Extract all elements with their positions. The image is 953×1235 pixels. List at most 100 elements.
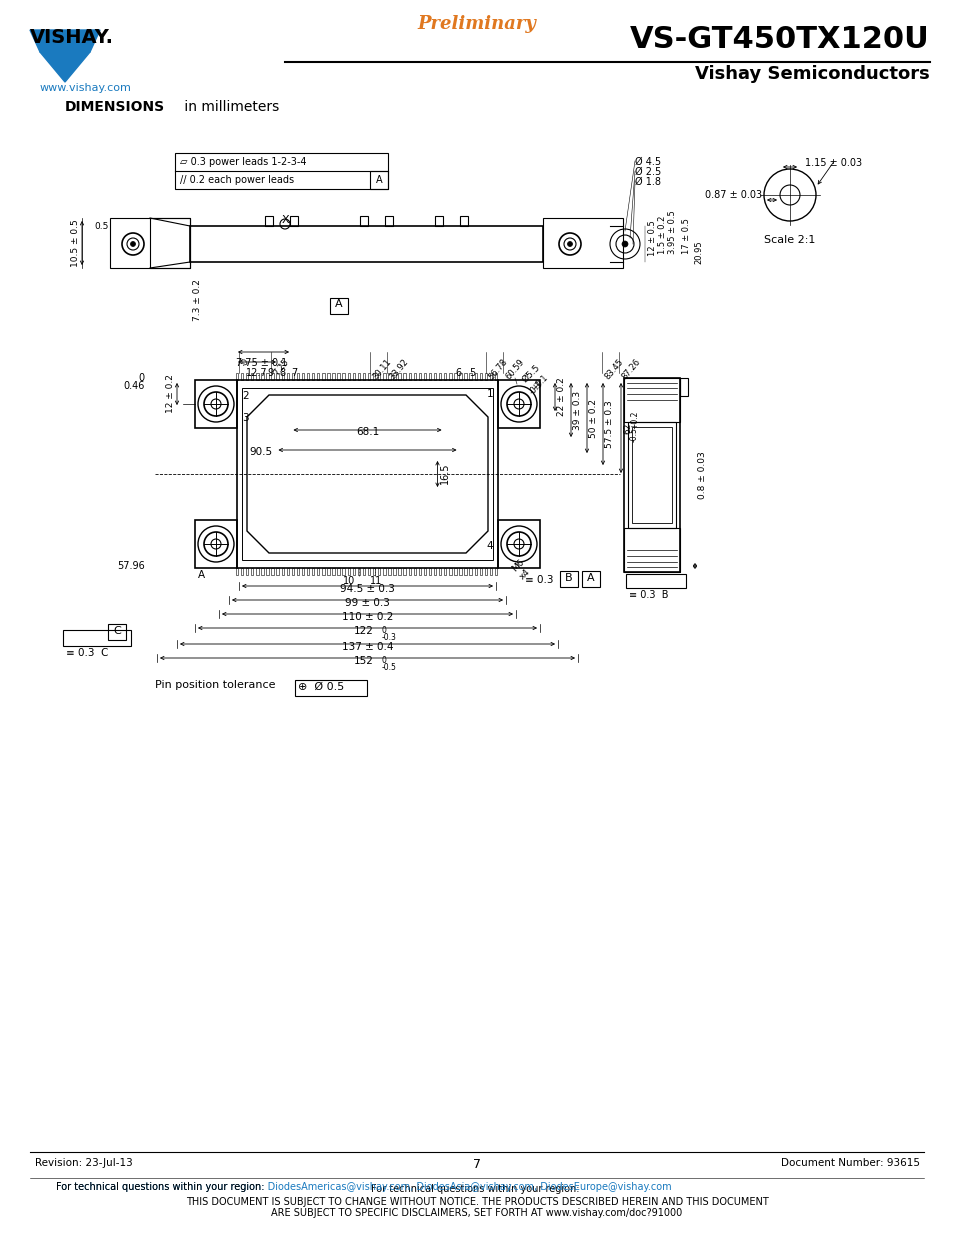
Text: 152: 152 (354, 656, 373, 666)
Bar (292, 568, 294, 576)
Bar (332, 373, 335, 380)
Text: For technical questions within your region:: For technical questions within your regi… (55, 1182, 267, 1192)
Bar (423, 568, 426, 576)
Bar (398, 568, 400, 576)
Bar (276, 568, 278, 576)
Bar (398, 373, 400, 380)
Text: Document Number: 93615: Document Number: 93615 (781, 1158, 919, 1168)
Bar (418, 373, 420, 380)
Bar (261, 568, 263, 576)
Bar (388, 373, 390, 380)
Bar (301, 568, 304, 576)
Bar (330, 298, 348, 314)
Bar (377, 568, 380, 576)
Bar (489, 568, 492, 576)
Text: in millimeters: in millimeters (180, 100, 279, 114)
Text: 110 ± 0.2: 110 ± 0.2 (341, 613, 393, 622)
Text: 5: 5 (468, 368, 475, 378)
Text: Ø 4.5: Ø 4.5 (635, 157, 660, 167)
Bar (435, 216, 442, 226)
Text: ⊕  Ø 0.5: ⊕ Ø 0.5 (297, 682, 344, 692)
Text: // 0.2 each power leads: // 0.2 each power leads (180, 175, 294, 185)
Bar (261, 373, 263, 380)
Bar (408, 568, 411, 576)
Bar (281, 568, 284, 576)
Bar (312, 373, 314, 380)
Text: 50 ± 0.2: 50 ± 0.2 (588, 399, 598, 437)
Bar (495, 568, 497, 576)
Circle shape (621, 241, 627, 247)
Bar (251, 568, 253, 576)
Bar (449, 568, 451, 576)
Bar (286, 568, 289, 576)
Bar (265, 216, 273, 226)
Bar (469, 568, 472, 576)
Text: 57.96: 57.96 (117, 561, 145, 571)
Bar (497, 380, 539, 429)
Text: Ø 2.5: Ø 2.5 (635, 167, 660, 177)
Bar (276, 373, 278, 380)
Circle shape (567, 242, 572, 247)
Bar (353, 568, 355, 576)
Bar (454, 373, 456, 380)
Bar (332, 568, 335, 576)
Text: +0.1: +0.1 (530, 373, 549, 393)
Text: 0.5: 0.5 (94, 222, 109, 231)
Text: A: A (198, 571, 205, 580)
Text: -0.5: -0.5 (381, 663, 395, 672)
Bar (271, 373, 274, 380)
Text: 3.95 ± 0.5: 3.95 ± 0.5 (667, 210, 677, 254)
Bar (423, 373, 426, 380)
Bar (255, 568, 258, 576)
Bar (458, 373, 461, 380)
Text: 7.25: 7.25 (272, 357, 290, 377)
Text: 60.59: 60.59 (503, 357, 525, 380)
Text: 10: 10 (343, 576, 355, 585)
Bar (631, 427, 671, 522)
Bar (403, 568, 405, 576)
Bar (625, 574, 685, 588)
Bar (292, 373, 294, 380)
Bar (316, 373, 319, 380)
Bar (327, 568, 330, 576)
Text: 1.5 ± 0.2: 1.5 ± 0.2 (658, 216, 666, 254)
Text: 94.5 ± 0.3: 94.5 ± 0.3 (339, 584, 395, 594)
Bar (235, 373, 238, 380)
Text: DIMENSIONS: DIMENSIONS (65, 100, 165, 114)
Text: Ø5.5: Ø5.5 (519, 363, 541, 384)
Bar (623, 378, 679, 422)
Bar (242, 388, 493, 559)
Text: THIS DOCUMENT IS SUBJECT TO CHANGE WITHOUT NOTICE. THE PRODUCTS DESCRIBED HEREIN: THIS DOCUMENT IS SUBJECT TO CHANGE WITHO… (186, 1197, 767, 1207)
Text: For technical questions within your region: DiodesAmericas@vishay.com, DiodesAsi: For technical questions within your regi… (55, 1182, 671, 1192)
Bar (347, 568, 350, 576)
Bar (408, 373, 411, 380)
Bar (484, 568, 487, 576)
Bar (246, 373, 248, 380)
Bar (266, 373, 269, 380)
Text: A: A (587, 573, 594, 583)
Circle shape (131, 242, 135, 247)
Text: 3: 3 (242, 412, 249, 424)
Bar (581, 571, 599, 587)
Polygon shape (40, 52, 90, 82)
Bar (542, 219, 622, 268)
Text: 1.15 ± 0.03: 1.15 ± 0.03 (804, 158, 862, 168)
Text: 12 ± 0.5: 12 ± 0.5 (647, 220, 657, 256)
Bar (327, 373, 330, 380)
Bar (190, 226, 542, 262)
Bar (434, 373, 436, 380)
Bar (362, 568, 365, 576)
Bar (464, 568, 466, 576)
Bar (393, 568, 395, 576)
Text: 0.87 ± 0.03: 0.87 ± 0.03 (704, 190, 761, 200)
Bar (497, 520, 539, 568)
Text: ARE SUBJECT TO SPECIFIC DISCLAIMERS, SET FORTH AT www.vishay.com/doc?91000: ARE SUBJECT TO SPECIFIC DISCLAIMERS, SET… (271, 1208, 682, 1218)
Text: 7.3 ± 0.2: 7.3 ± 0.2 (193, 279, 202, 321)
Bar (342, 568, 345, 576)
Bar (449, 373, 451, 380)
Bar (469, 373, 472, 380)
Text: 0: 0 (381, 656, 386, 664)
Bar (459, 216, 468, 226)
Bar (495, 373, 497, 380)
Text: 1: 1 (486, 389, 493, 399)
